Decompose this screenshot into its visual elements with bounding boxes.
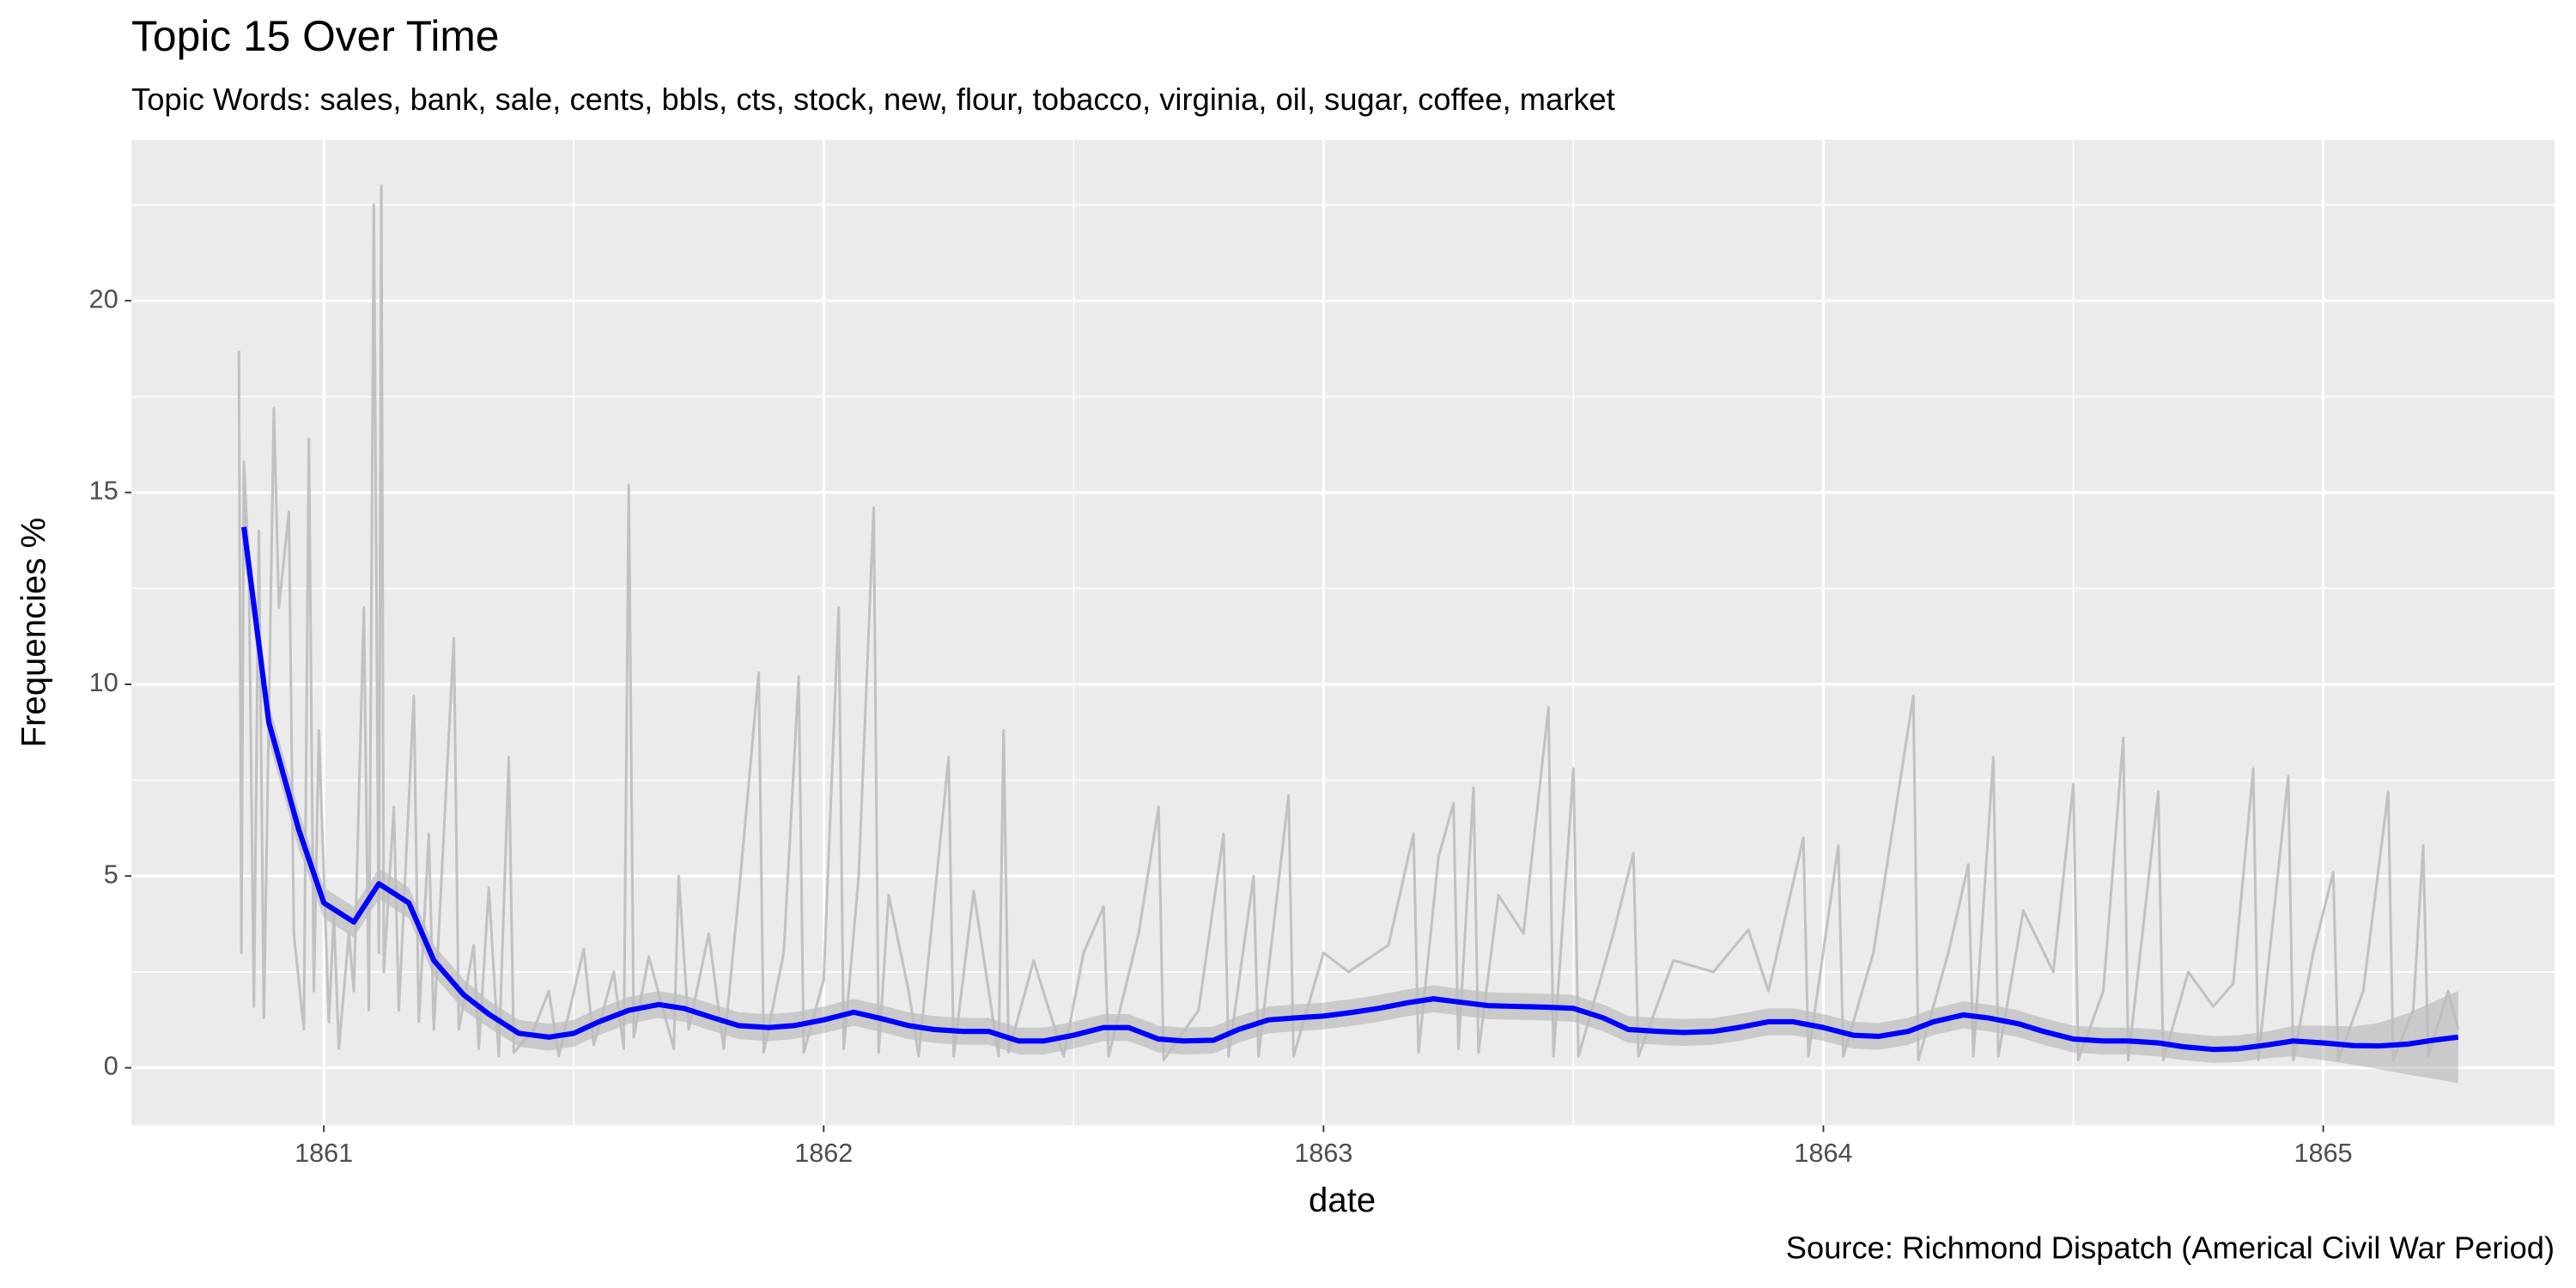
chart-subtitle: Topic Words: sales, bank, sale, cents, b… <box>131 82 1615 117</box>
x-tick-label: 1862 <box>794 1139 853 1168</box>
x-tick-label: 1865 <box>2294 1139 2353 1168</box>
y-axis-title: Frequencies % <box>15 518 53 748</box>
x-tick-label: 1864 <box>1794 1139 1852 1168</box>
y-tick-label: 10 <box>89 668 118 697</box>
chart-title: Topic 15 Over Time <box>131 12 499 60</box>
y-tick-label: 0 <box>104 1052 118 1081</box>
caption: Source: Richmond Dispatch (Americal Civi… <box>1786 1230 2555 1266</box>
y-tick-label: 5 <box>104 860 118 889</box>
x-tick-label: 1861 <box>295 1139 353 1168</box>
y-tick-label: 20 <box>89 284 118 313</box>
raw-line <box>237 184 2460 1062</box>
x-tick-label: 1863 <box>1294 1139 1352 1168</box>
y-tick-label: 15 <box>89 477 118 506</box>
plot-panel <box>131 139 2555 1126</box>
x-axis-title: date <box>1309 1181 1376 1219</box>
smooth-line <box>241 526 2459 1053</box>
